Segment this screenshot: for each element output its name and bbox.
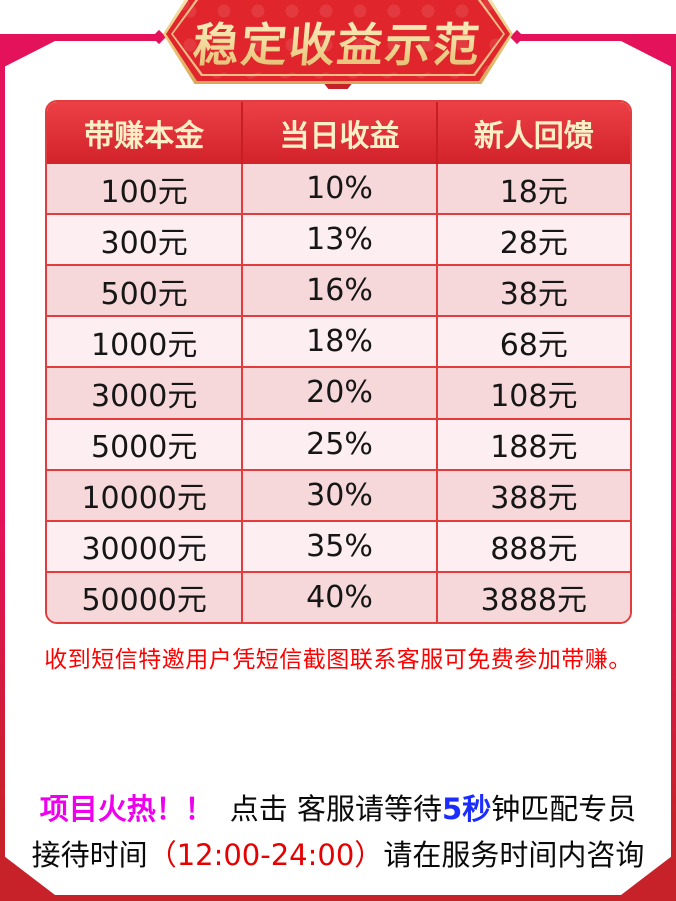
top-left-corner-triangle <box>0 40 57 69</box>
table-cell: 25% <box>241 419 435 469</box>
table-header-principal: 带赚本金 <box>84 119 205 154</box>
title-banner: 稳定收益示范 <box>163 0 513 84</box>
income-table: 带赚本金 当日收益 新人回馈 100元 10% 18元 300元 13% 28元 500元 1… <box>45 100 632 624</box>
table-row: 5000元 25% 188元 <box>47 417 630 469</box>
table-cell: 188元 <box>435 419 630 469</box>
table-cell: 388元 <box>435 470 630 520</box>
table-row: 50000元 40% 3888元 <box>47 570 630 622</box>
project-hot-label: 项目火热！！ <box>39 792 214 826</box>
table-header-daily-income: 当日收益 <box>241 102 435 164</box>
service-hours-suffix: 请在服务时间内咨询 <box>383 838 645 872</box>
table-cell: 30000元 <box>81 532 207 568</box>
sms-invite-notice: 收到短信特邀用户凭短信截图联系客服可免费参加带赚。 <box>44 647 632 673</box>
table-cell: 10000元 <box>81 481 207 517</box>
table-cell: 108元 <box>435 368 630 418</box>
table-header-row: 带赚本金 当日收益 新人回馈 <box>47 102 630 164</box>
table-cell: 20% <box>241 368 435 418</box>
table-cell: 100元 <box>100 174 188 210</box>
table-row: 3000元 20% 108元 <box>47 366 630 418</box>
service-hours-time: （12:00-24:00） <box>147 838 384 872</box>
table-cell: 1000元 <box>90 327 198 363</box>
table-cell: 5000元 <box>90 430 198 466</box>
banner-red-center <box>173 0 503 74</box>
bottom-frame-strip <box>0 895 676 901</box>
table-header-newcomer-reward: 新人回馈 <box>435 102 630 164</box>
right-frame-border <box>671 34 676 901</box>
table-cell: 3000元 <box>90 378 198 414</box>
table-cell: 68元 <box>435 317 630 367</box>
table-cell: 38元 <box>435 266 630 316</box>
table-cell: 18% <box>241 317 435 367</box>
top-frame-line-left <box>0 34 160 41</box>
left-frame-border <box>0 34 5 901</box>
table-cell: 40% <box>241 572 435 622</box>
table-cell: 500元 <box>100 276 188 312</box>
table-row: 300元 13% 28元 <box>47 213 630 265</box>
table-row: 100元 10% 18元 <box>47 164 630 214</box>
top-right-corner-triangle <box>619 40 676 69</box>
table-cell: 3888元 <box>435 572 630 622</box>
table-cell: 30% <box>241 470 435 520</box>
service-hours-prefix: 接待时间 <box>31 838 148 872</box>
footer-text: 项目火热！！ 点击 客服请等待5秒钟匹配专员 接待时间（12:00-24:00）请… <box>0 786 676 878</box>
banner-title: 稳定收益示范 <box>159 0 518 84</box>
table-cell: 300元 <box>100 225 188 261</box>
table-row: 1000元 18% 68元 <box>47 315 630 367</box>
top-frame-line-right <box>516 34 676 41</box>
table-cell: 18元 <box>435 164 630 214</box>
footer-line1: 项目火热！！ 点击 客服请等待5秒钟匹配专员 <box>0 786 676 832</box>
table-row: 10000元 30% 388元 <box>47 468 630 520</box>
table-cell: 50000元 <box>81 583 207 619</box>
footer-line2: 接待时间（12:00-24:00）请在服务时间内咨询 <box>0 832 676 878</box>
table-cell: 28元 <box>435 215 630 265</box>
footer-line1-mid: 点击 客服请等待 <box>229 792 443 826</box>
footer-line1-tail: 钟匹配专员 <box>491 792 637 826</box>
table-cell: 10% <box>241 164 435 214</box>
table-cell: 13% <box>241 215 435 265</box>
table-row: 30000元 35% 888元 <box>47 519 630 571</box>
table-cell: 35% <box>241 521 435 571</box>
table-cell: 16% <box>241 266 435 316</box>
table-cell: 888元 <box>435 521 630 571</box>
table-body: 100元 10% 18元 300元 13% 28元 500元 16% 38元 1000元 18% 68… <box>47 164 630 622</box>
wait-seconds-highlight: 5秒 <box>442 792 492 826</box>
table-row: 500元 16% 38元 <box>47 264 630 316</box>
